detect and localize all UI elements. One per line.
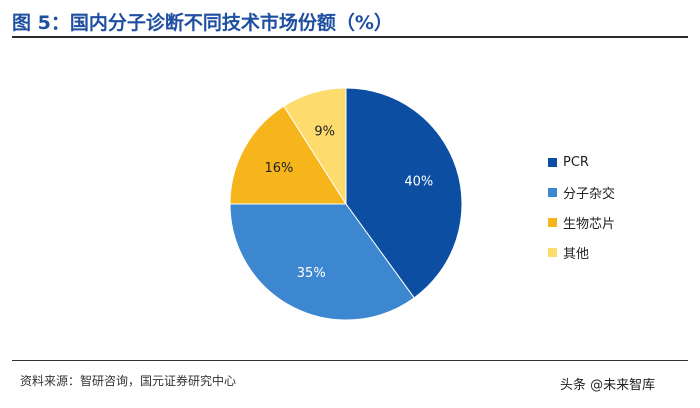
pie-slice-4	[283, 87, 347, 206]
legend-item-3: 生物芯片	[548, 212, 615, 232]
pie-slice-2	[229, 203, 415, 321]
bottom-divider	[12, 360, 688, 361]
legend-swatch	[548, 217, 557, 227]
legend-label: PCR	[563, 154, 589, 170]
legend-label: 其他	[563, 246, 590, 262]
pie-data-label-4: 9%	[314, 124, 335, 139]
pie-data-label-1: 40%	[404, 174, 433, 189]
top-divider	[12, 36, 688, 38]
legend-item-4: 其他	[548, 242, 615, 262]
watermark-text: 头条 @未来智库	[560, 378, 656, 393]
pie-data-labels: 40% 35% 16% 9%	[264, 124, 433, 281]
pie-data-label-3: 16%	[264, 161, 293, 176]
legend-swatch	[548, 247, 557, 257]
legend-item-1: PCR	[548, 152, 615, 172]
legend-label: 分子杂交	[563, 186, 616, 202]
pie-data-label-2: 35%	[297, 266, 326, 281]
pie-slices	[229, 87, 463, 321]
source-note: 资料来源：智研咨询，国元证券研究中心	[20, 374, 237, 388]
legend-swatch	[548, 187, 557, 197]
chart-title: 图 5：国内分子诊断不同技术市场份额（%）	[12, 12, 393, 34]
legend-item-2: 分子杂交	[548, 182, 615, 202]
legend-label: 生物芯片	[563, 216, 616, 232]
pie-slice-1	[345, 87, 463, 299]
legend-swatch	[548, 157, 557, 167]
pie-chart: 40% 35% 16% 9%	[229, 87, 463, 321]
pie-slice-3	[229, 105, 347, 205]
chart-legend: PCR 分子杂交生物芯片其他	[548, 152, 615, 272]
